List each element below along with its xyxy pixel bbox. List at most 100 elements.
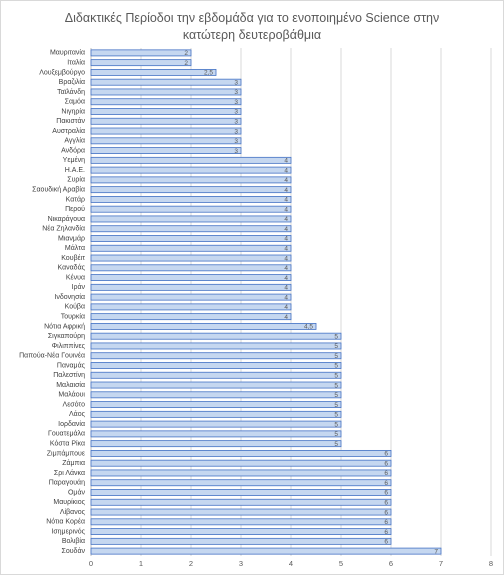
- y-tick-label: Μαλαισία: [56, 381, 85, 389]
- value-label: 5: [334, 421, 338, 428]
- x-tick-label: 1: [139, 559, 143, 568]
- value-label: 4: [284, 216, 288, 223]
- y-tick-label: Περού: [65, 205, 85, 213]
- value-label: 5: [334, 353, 338, 360]
- value-label: 3: [234, 138, 238, 145]
- bar: [90, 342, 342, 350]
- x-tick-label: 2: [189, 559, 193, 568]
- y-tick-label: Ιορδανία: [58, 420, 85, 428]
- value-label: 2: [184, 50, 188, 57]
- y-tick-label: Βραζιλία: [59, 78, 85, 86]
- y-tick-label: Νότια Αφρική: [44, 322, 85, 330]
- bar: [90, 391, 342, 399]
- value-label: 5: [334, 343, 338, 350]
- bar: [90, 303, 292, 311]
- value-label: 4: [284, 294, 288, 301]
- y-tick-label: Κόστα Ρίκα: [50, 439, 85, 447]
- y-tick-label: Παναμάς: [57, 361, 86, 369]
- bar: [90, 98, 242, 106]
- y-tick-label: Γουατεμάλα: [48, 430, 85, 438]
- y-tick-label: Ανδόρα: [61, 146, 85, 154]
- value-label: 6: [384, 509, 388, 516]
- y-tick-label: Κούβα: [65, 303, 85, 311]
- value-label: 5: [334, 412, 338, 419]
- bar: [90, 313, 292, 321]
- bar: [90, 528, 392, 536]
- value-label: 4: [284, 304, 288, 311]
- bar: [90, 127, 242, 135]
- y-tick-label: Ζιμπάμπουε: [47, 449, 85, 457]
- bar: [90, 518, 392, 526]
- y-tick-label: Σρι Λάνκα: [54, 469, 85, 477]
- bar: [90, 498, 392, 506]
- bar: [90, 235, 292, 242]
- bar: [90, 352, 342, 360]
- value-label: 4: [284, 187, 288, 194]
- bar: [90, 176, 292, 184]
- bar: [90, 156, 292, 164]
- bar: [90, 362, 342, 369]
- bar: [90, 166, 292, 174]
- x-tick-label: 5: [339, 559, 343, 568]
- bar: [90, 264, 292, 272]
- bar: [90, 108, 242, 115]
- bar: [90, 283, 292, 291]
- value-label: 4: [284, 177, 288, 184]
- value-label: 3: [234, 148, 238, 155]
- x-tick-label: 3: [239, 559, 243, 568]
- bar: [90, 537, 392, 545]
- y-tick-label: Σαουδική Αραβία: [32, 185, 85, 193]
- y-tick-label: Σιγκαπούρη: [48, 332, 85, 340]
- value-label: 4: [284, 226, 288, 233]
- bar: [90, 88, 242, 96]
- bar: [90, 59, 192, 67]
- y-tick-label: Φιλιππίνες: [52, 342, 86, 350]
- y-tick-label: Βολιβία: [62, 537, 85, 545]
- y-tick-label: Πακιστάν: [56, 117, 85, 125]
- y-tick-label: Παπούα-Νέα Γουινέα: [19, 352, 85, 360]
- x-tick-label: 6: [389, 559, 393, 568]
- y-tick-label: Ομάν: [68, 488, 86, 496]
- value-label: 4: [284, 197, 288, 204]
- value-label: 6: [384, 519, 388, 526]
- y-tick-label: Παραγουάη: [49, 479, 85, 487]
- value-label: 3: [234, 128, 238, 135]
- value-label: 4: [284, 245, 288, 252]
- x-tick-label: 4: [289, 559, 293, 568]
- bar: [90, 410, 342, 418]
- bar: [90, 420, 342, 428]
- value-label: 5: [334, 402, 338, 409]
- chart-title: Διδακτικές Περίοδοι την εβδομάδα για το …: [64, 11, 440, 42]
- y-tick-label: Παλεστίνη: [53, 371, 85, 379]
- y-tick-label: Νέα Ζηλανδία: [42, 225, 85, 233]
- bar: [90, 49, 192, 57]
- y-tick-label: Σουδάν: [62, 547, 86, 555]
- bar: [90, 371, 342, 379]
- bar: [90, 205, 292, 213]
- value-label: 6: [384, 460, 388, 467]
- bar: [90, 225, 292, 233]
- value-label: 6: [384, 470, 388, 477]
- bar: [90, 254, 292, 262]
- value-label: 5: [334, 372, 338, 379]
- bar: [90, 117, 242, 125]
- value-label: 7: [434, 548, 438, 555]
- bar: [90, 401, 342, 409]
- y-tick-label: Σαμόα: [65, 98, 85, 106]
- y-tick-label: Λίβανος: [60, 508, 86, 516]
- value-label: 4: [284, 285, 288, 292]
- value-label: 6: [384, 539, 388, 546]
- bar: [90, 147, 242, 155]
- y-tick-label: Λουξεμβούργο: [39, 68, 85, 76]
- bar: [90, 332, 342, 340]
- value-label: 4: [284, 275, 288, 282]
- y-tick-label: Μιανμάρ: [58, 234, 85, 242]
- value-label: 4: [284, 314, 288, 321]
- y-tick-label: Ζάμπια: [62, 459, 85, 467]
- bar: [90, 489, 392, 496]
- y-tick-label: Νικαράγουα: [48, 215, 85, 223]
- y-tick-label: Η.Α.Ε.: [65, 167, 85, 174]
- bar: [90, 274, 292, 282]
- y-tick-label: Νότια Κορέα: [46, 518, 85, 526]
